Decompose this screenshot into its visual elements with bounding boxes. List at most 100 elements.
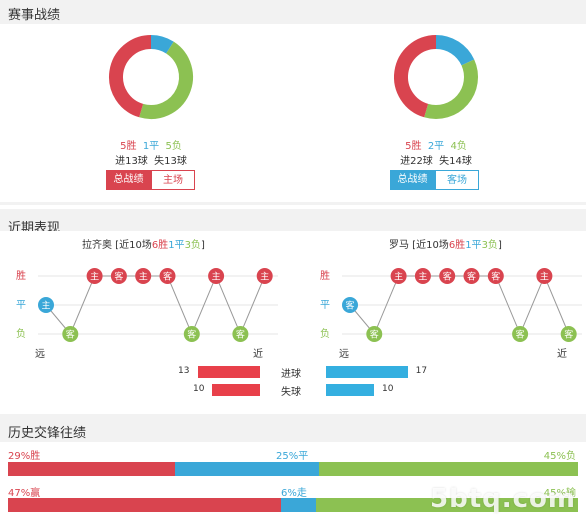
right-goals-against-bar — [326, 384, 374, 396]
right-form-marker — [463, 268, 480, 284]
left-form-point: 主 — [135, 268, 152, 284]
right-donut-draw-slice — [435, 35, 475, 66]
right-form-marker — [366, 326, 383, 342]
left-form-marker — [208, 268, 225, 284]
record-panel: 5胜 1平 5负 进13球 失13球 总战绩 主场 5胜 2平 4负 进22球 … — [0, 24, 586, 202]
right-form-marker — [342, 297, 358, 313]
right-axis-loss: 负 — [320, 329, 330, 340]
h2h-row2-right: 45%输 — [543, 488, 576, 499]
left-axis-loss: 负 — [16, 329, 26, 340]
right-donut-loss-slice — [424, 59, 478, 119]
h2h-row2-win-segment — [8, 498, 282, 512]
h2h-row2-draw-segment — [281, 498, 317, 512]
right-form-marker — [439, 268, 456, 284]
right-form-venue-label: 客 — [516, 329, 525, 341]
h2h-row1-bar — [8, 462, 578, 476]
right-form-venue-label: 客 — [564, 329, 573, 341]
right-form-point: 客 — [439, 268, 456, 284]
left-form-marker — [110, 268, 127, 284]
left-form-venue-label: 客 — [114, 271, 123, 283]
h2h-row1-loss-segment — [318, 462, 578, 476]
left-form-point: 客 — [183, 326, 200, 342]
right-loss-count: 4负 — [450, 141, 467, 152]
right-form-point: 客 — [366, 326, 383, 342]
right-form-point: 客 — [560, 326, 577, 342]
left-form-point: 主 — [208, 268, 225, 284]
right-team-summary: 罗马 [近10场6胜1平3负] — [389, 240, 502, 251]
history-section: 历史交锋往绩 29%胜 25%平 45%负 47%赢 6%走 45%输 5btq… — [0, 414, 586, 516]
left-form-line — [45, 274, 266, 336]
left-form-venue-label: 主 — [260, 271, 269, 283]
right-donut-win-slice — [394, 35, 437, 118]
left-loss-count: 5负 — [165, 141, 182, 152]
goals-against-label: 失球 — [281, 387, 301, 398]
right-form-venue-label: 客 — [345, 300, 354, 312]
left-goals-for-bar — [197, 366, 260, 378]
left-overall-button[interactable]: 总战绩 — [106, 170, 151, 190]
right-form-marker — [390, 268, 407, 284]
right-form-marker — [512, 326, 529, 342]
left-home-button[interactable]: 主场 — [151, 170, 195, 190]
right-form-venue-label: 客 — [443, 271, 452, 283]
h2h-row1-right: 45%负 — [543, 451, 576, 462]
left-form-venue-label: 主 — [139, 271, 148, 283]
left-form-point: 客 — [232, 326, 249, 342]
h2h-row2-mid: 6%走 — [281, 488, 307, 499]
watermark: 5btq.com — [430, 484, 576, 514]
right-goals-for-bar — [326, 366, 408, 378]
left-form-marker — [135, 268, 152, 284]
right-goals-against-num: 10 — [382, 384, 394, 394]
left-form-venue-label: 主 — [90, 271, 99, 283]
left-form-venue-label: 客 — [163, 271, 172, 283]
h2h-row2-left: 47%赢 — [8, 488, 41, 499]
right-away-button[interactable]: 客场 — [435, 170, 479, 190]
left-form-marker — [183, 326, 200, 342]
left-goals-against: 失13球 — [154, 156, 187, 167]
right-goals: 进22球 失14球 — [376, 152, 496, 167]
left-record-donut — [109, 35, 193, 119]
left-form-venue-label: 主 — [41, 300, 50, 312]
right-win-count: 5胜 — [405, 141, 422, 152]
right-form-point: 客 — [512, 326, 529, 342]
left-form-marker — [86, 268, 103, 284]
left-form-point: 客 — [62, 326, 79, 342]
left-form-point: 客 — [159, 268, 176, 284]
right-form-marker — [414, 268, 431, 284]
goals-for-label: 进球 — [281, 369, 301, 380]
right-form-venue-label: 客 — [491, 271, 500, 283]
left-goals-for-num: 13 — [178, 366, 190, 376]
left-form-marker — [62, 326, 79, 342]
right-team-name: 罗马 — [389, 240, 409, 251]
right-form-marker — [536, 268, 553, 284]
left-form-marker — [159, 268, 176, 284]
h2h-row2-loss-segment — [316, 498, 578, 512]
left-axis-draw: 平 — [16, 300, 26, 311]
left-win-count: 5胜 — [120, 141, 137, 152]
left-draw-count: 1平 — [142, 141, 160, 152]
right-axis-far: 远 — [339, 349, 349, 360]
right-form-point: 客 — [342, 297, 358, 313]
right-axis-near: 近 — [557, 349, 567, 360]
h2h-row1-mid: 25%平 — [276, 451, 309, 462]
left-goals-against-bar — [212, 384, 260, 396]
right-axis-draw: 平 — [320, 300, 330, 311]
right-overall-button[interactable]: 总战绩 — [390, 170, 435, 190]
h2h-row1-draw-segment — [174, 462, 319, 476]
left-form-venue-label: 客 — [236, 329, 245, 341]
h2h-row1-win-segment — [8, 462, 175, 476]
left-form-venue-label: 客 — [187, 329, 196, 341]
record-title: 赛事战绩 — [8, 8, 61, 23]
left-donut-draw-slice — [150, 35, 174, 54]
left-axis-near: 近 — [253, 349, 263, 360]
right-form-marker — [560, 326, 577, 342]
left-form-point: 主 — [38, 297, 54, 313]
left-team-summary: 拉齐奥 [近10场6胜1平3负] — [82, 240, 205, 251]
left-team-name: 拉齐奥 — [82, 240, 112, 251]
right-form-venue-label: 客 — [370, 329, 379, 341]
left-form-point: 主 — [256, 268, 273, 284]
left-form-marker — [38, 297, 54, 313]
left-goals: 进13球 失13球 — [91, 152, 211, 167]
right-form-venue-label: 主 — [540, 271, 549, 283]
right-form-point: 客 — [487, 268, 504, 284]
right-draw-count: 2平 — [427, 141, 445, 152]
